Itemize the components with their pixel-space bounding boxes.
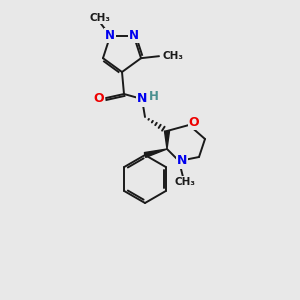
Polygon shape [164,131,169,149]
Text: O: O [94,92,104,104]
Text: CH₃: CH₃ [175,177,196,187]
Text: CH₃: CH₃ [162,51,183,61]
Text: N: N [105,29,115,42]
Text: N: N [177,154,187,167]
Text: N: N [129,29,139,42]
Text: O: O [189,116,199,128]
Text: N: N [137,92,147,106]
Text: CH₃: CH₃ [90,13,111,23]
Text: H: H [149,89,159,103]
Polygon shape [144,149,167,158]
